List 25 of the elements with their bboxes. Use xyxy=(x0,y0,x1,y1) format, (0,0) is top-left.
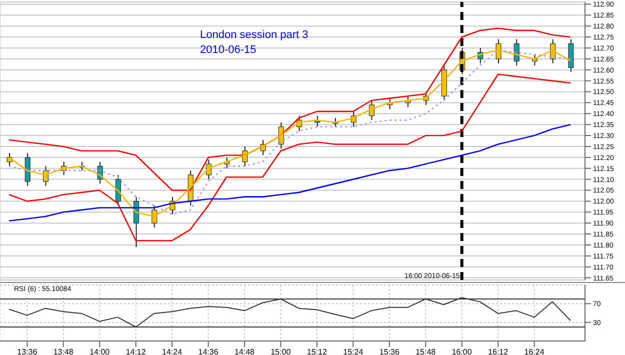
candlestick xyxy=(242,146,248,167)
line-series xyxy=(8,74,572,242)
x-tick-label: 13:36 xyxy=(17,348,38,355)
x-tick-label: 16:24 xyxy=(524,348,545,355)
x-tick-label: 15:48 xyxy=(416,348,436,355)
candlestick xyxy=(206,159,212,180)
candlestick xyxy=(115,174,121,206)
x-tick-label: 14:12 xyxy=(126,348,146,355)
x-tick-label: 16:00 xyxy=(452,348,472,355)
x-tick-label: 14:48 xyxy=(234,348,256,355)
x-tick-label: 14:00 xyxy=(90,348,110,355)
x-tick-label: 15:00 xyxy=(270,348,292,355)
x-tick-label: 13:48 xyxy=(53,348,74,355)
x-tick-label: 15:24 xyxy=(343,348,364,355)
text: London session part 3 xyxy=(200,28,308,43)
x-tick-label: 15:12 xyxy=(306,348,328,355)
text: 2010-06-15 xyxy=(200,42,258,58)
x-tick-label: 16:12 xyxy=(488,348,509,355)
x-tick-label: 14:36 xyxy=(198,348,219,355)
candlestick xyxy=(42,166,48,186)
x-tick-label: 15:36 xyxy=(379,348,400,355)
candlestick xyxy=(532,54,538,66)
line-series xyxy=(8,124,572,222)
x-tick-label: 14:24 xyxy=(162,348,183,355)
line-series xyxy=(8,28,572,191)
